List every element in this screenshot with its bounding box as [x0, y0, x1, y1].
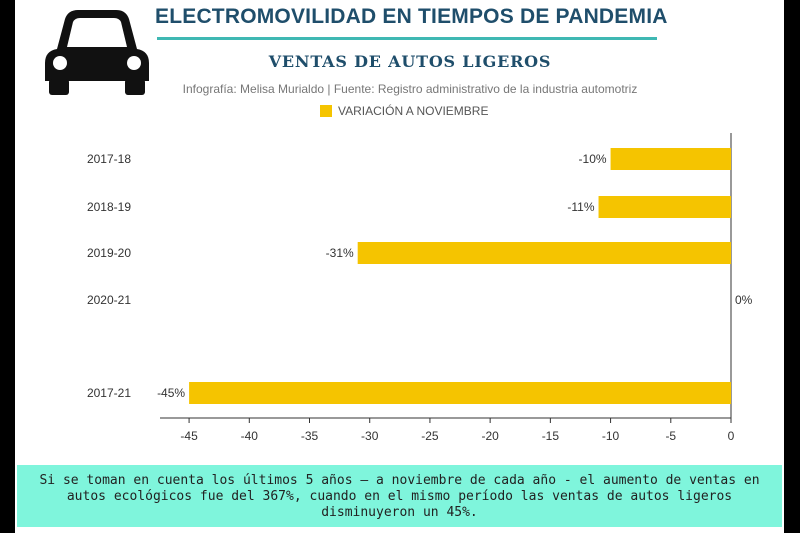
x-tick-label: -30: [361, 429, 379, 443]
category-label: 2019-20: [87, 246, 131, 260]
x-tick-label: -40: [241, 429, 259, 443]
data-label: -11%: [567, 200, 594, 214]
bar: [598, 196, 731, 218]
x-tick-label: -15: [542, 429, 560, 443]
x-tick-label: -5: [665, 429, 676, 443]
bar: [610, 148, 731, 170]
x-tick-label: 0: [728, 429, 735, 443]
data-label: 0%: [735, 293, 753, 307]
data-label: -10%: [579, 152, 607, 166]
bar: [189, 382, 732, 404]
category-label: 2017-18: [87, 152, 131, 166]
chart-legend: VARIACIÓN A NOVIEMBRE: [320, 103, 488, 119]
summary-note-text: Si se toman en cuenta los últimos 5 años…: [39, 473, 760, 520]
x-tick-label: -45: [180, 429, 198, 443]
x-tick-label: -25: [421, 429, 439, 443]
infographic-canvas: ELECTROMOVILIDAD EN TIEMPOS DE PANDEMIA …: [15, 0, 784, 533]
category-label: 2018-19: [87, 200, 131, 214]
main-title: ELECTROMOVILIDAD EN TIEMPOS DE PANDEMIA: [155, 5, 668, 28]
bar-chart: -45 -40 -35 -30 -25 -20 -15 -10 -5 0 2017-18 -10% 20…: [87, 133, 753, 443]
x-tick-label: -10: [602, 429, 620, 443]
x-tick-label: -20: [481, 429, 499, 443]
chart-title: VENTAS DE AUTOS LIGEROS: [268, 52, 552, 71]
car-icon: [45, 10, 149, 95]
legend-swatch: [320, 105, 332, 117]
data-label: -45%: [157, 386, 185, 400]
x-tick-label: -35: [301, 429, 319, 443]
bar: [357, 242, 731, 264]
category-label: 2017-21: [87, 386, 131, 400]
summary-note: Si se toman en cuenta los últimos 5 años…: [17, 465, 782, 527]
title-divider: [157, 37, 657, 40]
data-label: -31%: [326, 246, 354, 260]
category-label: 2020-21: [87, 293, 131, 307]
chart-subtitle: Infografía: Melisa Murialdo | Fuente: Re…: [182, 82, 638, 96]
legend-label: VARIACIÓN A NOVIEMBRE: [338, 104, 489, 118]
